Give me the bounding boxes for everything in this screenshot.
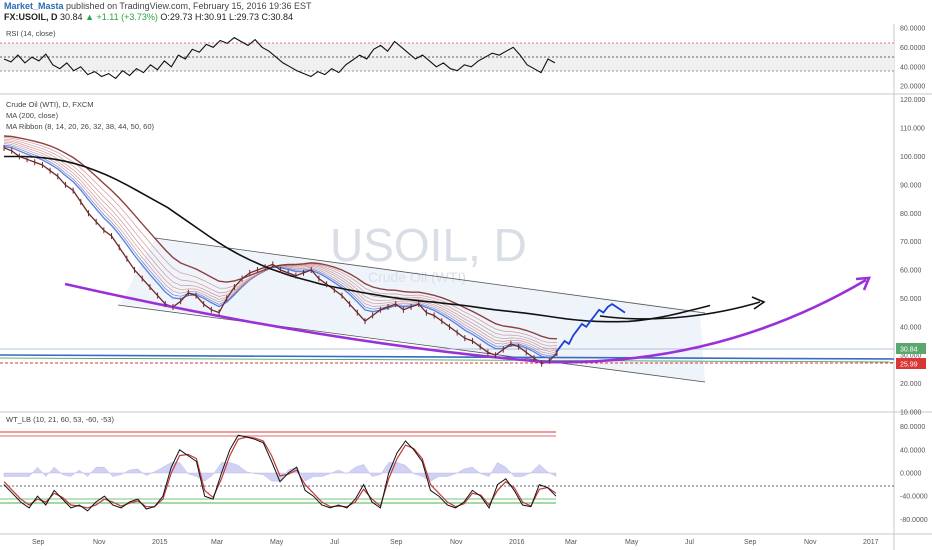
last-price-tag — [896, 343, 926, 354]
ma200-arrow-head-icon — [751, 296, 766, 310]
rsi-ytick-label: 60.0000 — [900, 45, 925, 52]
time-axis-label: 2016 — [509, 539, 525, 546]
main-label-symbol: Crude Oil (WTI), D, FXCM — [6, 100, 94, 109]
ma200-line — [4, 155, 711, 323]
main-label-ma200: MA (200, close) — [6, 111, 59, 120]
wt-signal-line — [3, 436, 557, 509]
channel-upper-line — [154, 237, 706, 314]
chart-header: Market_Masta published on TradingView.co… — [0, 0, 932, 24]
support-level-blue — [0, 354, 895, 360]
ribbon-line — [3, 143, 558, 355]
symbol-line: FX:USOIL, D 30.84 ▲ +1.11 (+3.73%) O:29.… — [4, 12, 293, 22]
author-link[interactable]: Market_Masta — [4, 1, 64, 11]
wt-pane: WT_LB (10, 21, 60, 53, -60, -53) 80.0000… — [0, 415, 928, 524]
purple-arrow-head-icon — [855, 276, 872, 291]
last-price-tag-text: 30.84 — [900, 347, 918, 354]
rsi-series-line — [3, 36, 556, 80]
time-axis-label: Jul — [330, 539, 339, 546]
wt-label: WT_LB (10, 21, 60, 53, -60, -53) — [6, 415, 114, 424]
ribbon-line — [3, 135, 558, 340]
purple-rounding-curve — [64, 278, 867, 364]
publish-line: Market_Masta published on TradingView.co… — [4, 1, 312, 11]
price-ytick-label: 10.000 — [900, 410, 922, 417]
rsi-ytick-label: 40.0000 — [900, 64, 925, 71]
price-ytick-label: 90.000 — [900, 182, 922, 189]
price-ytick-label: 40.000 — [900, 324, 922, 331]
time-axis-label: May — [625, 539, 639, 546]
ribbon-line — [3, 144, 558, 357]
time-axis-label: Sep — [32, 539, 45, 546]
wt-ytick-label: 0.0000 — [900, 471, 922, 478]
support-level-green — [0, 357, 895, 363]
wt-ytick-label: 80.0000 — [900, 424, 925, 431]
last-price: 30.84 — [60, 12, 83, 22]
main-pane: USOIL, D Crude Oil (WTI) Crude Oil (WTI)… — [0, 97, 926, 417]
ma200-projection-arrow — [599, 301, 761, 320]
rsi-pane: RSI (14, close) 20.0000 40.0000 60.0000 80.… — [0, 25, 925, 91]
main-label-ribbon: MA Ribbon (8, 14, 20, 26, 32, 38, 44, 50… — [6, 122, 155, 131]
channel-fill — [120, 238, 705, 382]
price-ytick-label: 30.000 — [900, 353, 922, 360]
wt-ytick-label: -80.0000 — [900, 517, 928, 524]
price-ytick-label: 70.000 — [900, 239, 922, 246]
time-axis-label: Sep — [390, 539, 403, 546]
ohlc-close: C:30.84 — [261, 12, 294, 22]
price-ytick-label: 110.000 — [900, 126, 925, 133]
watermark-symbol: USOIL, D — [330, 219, 527, 271]
wt-ytick-label: -40.0000 — [900, 494, 928, 501]
time-axis-label: May — [270, 539, 284, 546]
time-axis-label: Nov — [450, 539, 463, 546]
ohlc-high: H:30.91 — [194, 12, 227, 22]
price-ytick-label: 80.000 — [900, 211, 922, 218]
projection-path — [555, 303, 626, 353]
channel-lower-line — [117, 304, 706, 383]
time-axis-label: Mar — [565, 539, 578, 546]
time-axis-label: Nov — [93, 539, 106, 546]
symbol-name: FX:USOIL, D — [4, 12, 58, 22]
price-ytick-label: 20.000 — [900, 381, 922, 388]
wt-ytick-label: 40.0000 — [900, 447, 925, 454]
wt-main-line — [3, 434, 557, 512]
ohlc-open: O:29.73 — [160, 12, 193, 22]
publish-info: published on TradingView.com, February 1… — [66, 1, 312, 11]
time-axis-label: Jul — [685, 539, 694, 546]
price-ytick-label: 60.000 — [900, 268, 922, 275]
price-ytick-label: 100.000 — [900, 154, 925, 161]
level-tag — [896, 358, 926, 369]
rsi-band — [0, 43, 894, 71]
rsi-ytick-label: 80.0000 — [900, 25, 925, 32]
level-tag-text: 25.99 — [900, 362, 918, 369]
watermark-name: Crude Oil (WTI) — [368, 269, 466, 285]
time-axis-label: Sep — [744, 539, 757, 546]
rsi-ytick-label: 20.0000 — [900, 84, 925, 91]
time-axis-label: Mar — [211, 539, 224, 546]
price-ytick-label: 50.000 — [900, 296, 922, 303]
chart-area[interactable]: RSI (14, close) 20.0000 40.0000 60.0000 80.… — [0, 24, 932, 550]
rsi-label: RSI (14, close) — [6, 29, 56, 38]
time-axis-label: 2017 — [863, 539, 879, 546]
ohlc-low: L:29.73 — [228, 12, 260, 22]
time-axis-label: Nov — [804, 539, 817, 546]
price-ytick-label: 120.000 — [900, 97, 925, 104]
time-axis-label: 2015 — [152, 539, 168, 546]
change-arrow-icon: ▲ — [85, 12, 94, 22]
time-axis: Sep Nov 2015 Mar May Jul Sep Nov 2016 Mar May Jul Se… — [32, 539, 879, 546]
price-change: +1.11 (+3.73%) — [96, 12, 158, 22]
